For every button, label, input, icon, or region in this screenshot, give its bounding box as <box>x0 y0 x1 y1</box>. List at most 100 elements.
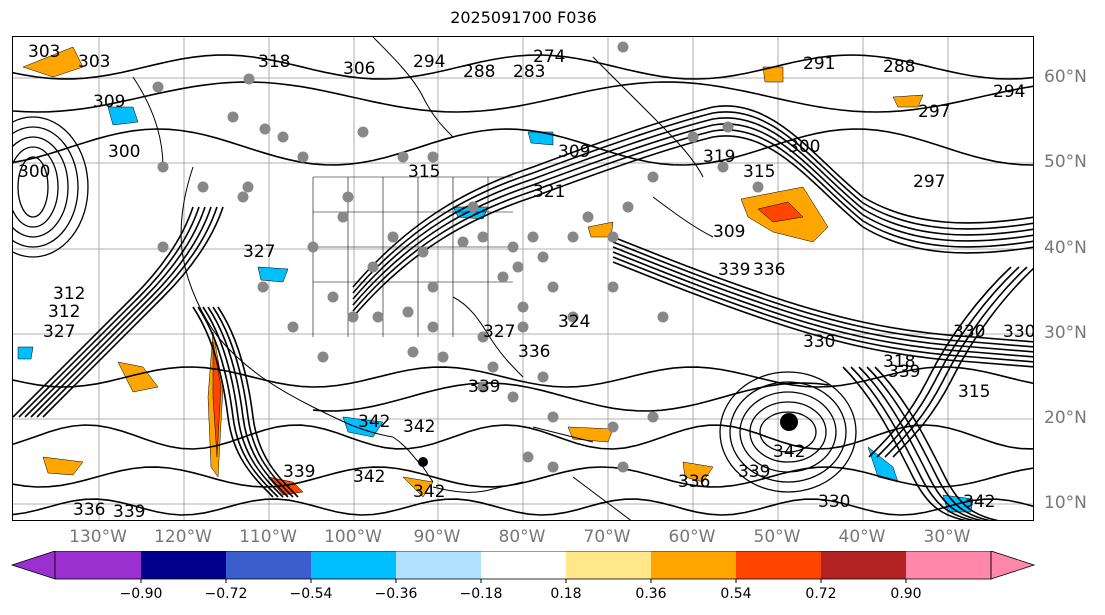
observation-dot <box>417 246 429 258</box>
observation-dot <box>517 321 529 333</box>
theta-contour <box>876 266 1020 458</box>
vortex-contour <box>13 146 59 228</box>
contour-label: 300 <box>18 162 50 182</box>
coastline <box>572 476 632 520</box>
contour-label: 330 <box>953 322 985 342</box>
observation-dot <box>357 126 369 138</box>
colorbar-segment <box>55 551 141 579</box>
theta-contour <box>612 261 1033 368</box>
contour-label: 339 <box>738 462 770 482</box>
contour-label: 336 <box>518 342 550 362</box>
observation-dot <box>537 251 549 263</box>
contour-label: 342 <box>773 442 805 462</box>
contour-label: 300 <box>788 137 820 157</box>
theta-contour <box>197 306 279 498</box>
observation-dot <box>547 461 559 473</box>
colorbar-tick-label: 0.18 <box>550 586 582 602</box>
coastline <box>592 56 704 178</box>
contour-label: 342 <box>403 417 435 437</box>
theta-contour <box>13 424 1033 450</box>
observation-dot <box>387 231 399 243</box>
colorbar-tick-label: −0.36 <box>374 586 418 602</box>
observation-dot <box>722 121 734 133</box>
theta-contour <box>612 246 1033 353</box>
latitude-label: 50°N <box>1044 152 1087 172</box>
omega-shading-patch <box>567 426 614 443</box>
observation-dot <box>487 361 499 373</box>
observation-dot <box>547 281 559 293</box>
observation-dot <box>242 181 254 193</box>
omega-shading-patch <box>892 94 924 108</box>
colorbar-extend-high <box>990 551 1036 580</box>
observation-dot <box>657 311 669 323</box>
observation-dot <box>337 211 349 223</box>
observation-dot <box>347 311 359 323</box>
theta-contour <box>842 366 967 520</box>
latitude-label: 40°N <box>1044 238 1087 258</box>
coastline <box>652 196 714 238</box>
contour-label: 336 <box>73 500 105 520</box>
observation-dot <box>397 151 409 163</box>
theta-contour <box>212 306 294 498</box>
observation-dot <box>427 281 439 293</box>
contour-label: 312 <box>53 284 85 304</box>
latitude-label: 20°N <box>1044 408 1087 428</box>
colorbar-outline <box>54 551 992 580</box>
omega-shading-patch <box>682 461 714 483</box>
observation-dot <box>427 321 439 333</box>
colorbar-segment <box>651 551 736 579</box>
theta-contour <box>866 366 991 520</box>
observation-dot <box>622 201 634 213</box>
longitude-label: 100°W <box>324 527 382 547</box>
observation-dot <box>287 321 299 333</box>
omega-shading-patch <box>117 361 159 393</box>
colorbar-segment <box>481 551 566 579</box>
storm-contour <box>759 411 817 453</box>
omega-shading-patch <box>342 416 384 438</box>
omega-shading-patch <box>107 106 139 126</box>
theta-contour <box>352 111 1033 294</box>
map-layer: 303 318 306 294 288 283 291 288 294 297 309 297 300 3… <box>13 37 1033 521</box>
contour-label: 339 <box>113 502 145 521</box>
colorbar-segment <box>396 551 481 579</box>
theta-contour <box>352 135 1033 318</box>
theta-contour <box>13 54 1033 80</box>
latitude-label: 10°N <box>1044 493 1087 513</box>
contour-label: 283 <box>513 62 545 82</box>
observation-dot <box>342 191 354 203</box>
observation-dot <box>512 261 524 273</box>
contour-label: 306 <box>343 59 375 79</box>
latitude-label: 30°N <box>1044 323 1087 343</box>
observation-dot <box>477 381 489 393</box>
observation-dot <box>227 111 239 123</box>
omega-shading-patch <box>42 456 84 476</box>
omega-shading-patch <box>757 201 804 223</box>
contour-label: 336 <box>753 260 785 280</box>
contour-label: 330 <box>803 332 835 352</box>
observation-dot <box>507 241 519 253</box>
contour-label: 294 <box>993 82 1025 102</box>
colorbar <box>10 551 1036 583</box>
contour-label: 297 <box>918 102 950 122</box>
coastline <box>132 76 164 168</box>
observation-dot <box>307 241 319 253</box>
observation-dot <box>437 351 449 363</box>
observation-dot <box>717 161 729 173</box>
storm-marker <box>780 413 798 431</box>
theta-contour <box>217 306 299 498</box>
observation-dot <box>297 151 309 163</box>
theta-contour <box>352 129 1033 312</box>
theta-contour <box>13 466 1033 488</box>
contour-label: 291 <box>803 54 835 74</box>
contour-label: 342 <box>413 482 445 502</box>
colorbar-tick-label: 0.90 <box>890 586 922 602</box>
vortex-contour <box>13 136 69 238</box>
contour-label: 303 <box>28 42 60 62</box>
theta-contour <box>868 266 1012 458</box>
theta-contour <box>192 306 274 498</box>
coastline <box>432 481 524 493</box>
contour-label: 339 <box>468 377 500 397</box>
storm-contour <box>749 401 827 463</box>
contour-label: 339 <box>888 362 920 382</box>
observation-dot <box>567 311 579 323</box>
